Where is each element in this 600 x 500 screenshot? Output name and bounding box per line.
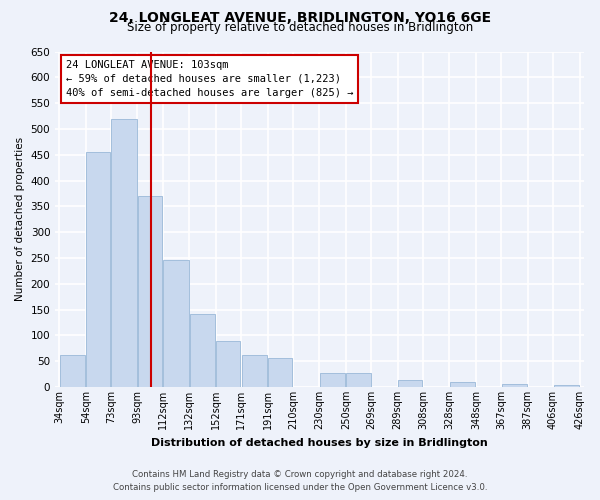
Bar (163, 260, 189, 387)
Bar (112, 119, 137, 387)
Bar (554, 386, 579, 387)
Bar (502, 384, 527, 387)
Bar (138, 196, 162, 387)
Bar (190, 314, 215, 387)
Bar (450, 382, 475, 387)
Text: Size of property relative to detached houses in Bridlington: Size of property relative to detached ho… (127, 21, 473, 34)
Bar (242, 355, 267, 387)
Text: 24 LONGLEAT AVENUE: 103sqm
← 59% of detached houses are smaller (1,223)
40% of s: 24 LONGLEAT AVENUE: 103sqm ← 59% of deta… (66, 60, 353, 98)
Bar (217, 341, 241, 387)
Text: 24, LONGLEAT AVENUE, BRIDLINGTON, YO16 6GE: 24, LONGLEAT AVENUE, BRIDLINGTON, YO16 6… (109, 11, 491, 25)
X-axis label: Distribution of detached houses by size in Bridlington: Distribution of detached houses by size … (151, 438, 488, 448)
Y-axis label: Number of detached properties: Number of detached properties (15, 137, 25, 302)
Bar (346, 372, 371, 387)
Text: Contains HM Land Registry data © Crown copyright and database right 2024.
Contai: Contains HM Land Registry data © Crown c… (113, 470, 487, 492)
Bar (320, 373, 346, 387)
Bar (86, 152, 110, 387)
Bar (59, 355, 85, 387)
Bar (268, 358, 292, 387)
Bar (398, 380, 422, 387)
